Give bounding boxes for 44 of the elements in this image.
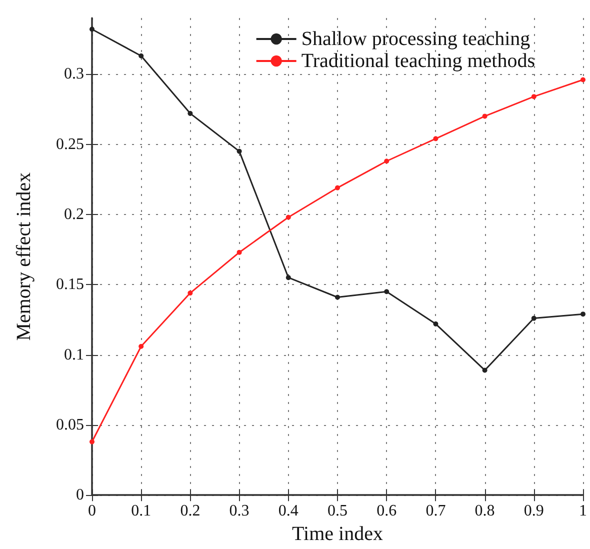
x-tick-label: 0.6 — [376, 502, 397, 520]
point — [433, 321, 438, 326]
point — [188, 110, 193, 116]
point — [286, 214, 291, 220]
x-tick-label: 0 — [88, 502, 96, 520]
point — [335, 185, 340, 190]
point — [531, 94, 536, 100]
point — [580, 312, 586, 317]
x-tick-label: 0.2 — [180, 502, 200, 520]
x-axis-title: Time index — [292, 523, 383, 545]
point — [482, 114, 488, 119]
point — [384, 158, 390, 164]
x-tick-label: 0.3 — [229, 502, 250, 520]
y-tick-label: 0.2 — [64, 206, 84, 223]
point — [90, 26, 94, 32]
x-tick-label: 0.8 — [474, 502, 495, 520]
point — [580, 77, 586, 82]
point — [384, 289, 390, 294]
y-tick-label: 0.1 — [64, 346, 84, 364]
point — [482, 368, 488, 373]
y-tick-label: 0.15 — [56, 276, 84, 294]
point — [286, 275, 291, 280]
legend-label: Traditional teaching methods — [301, 50, 536, 72]
point — [531, 316, 536, 321]
point — [138, 53, 144, 58]
point — [335, 294, 340, 300]
x-tick-label: 0.1 — [131, 502, 152, 520]
point — [188, 290, 193, 296]
point — [138, 344, 144, 349]
point — [236, 148, 242, 154]
y-tick-label: 0.05 — [56, 416, 84, 434]
point — [433, 136, 438, 142]
point — [236, 250, 242, 255]
x-tick-label: 0.9 — [524, 502, 544, 520]
y-tick-label: 0 — [76, 486, 84, 504]
x-tick-label: 1 — [579, 502, 587, 520]
x-tick-label: 0.5 — [328, 502, 348, 520]
y-tick-label: 0.25 — [56, 136, 84, 153]
point — [90, 439, 94, 444]
x-tick-label: 0.7 — [426, 502, 446, 520]
legend-label: Shallow processing teaching — [301, 28, 530, 50]
y-tick-label: 0.3 — [64, 66, 84, 83]
x-tick-label: 0.4 — [278, 502, 298, 520]
y-axis-title: Memory effect index — [13, 172, 35, 341]
